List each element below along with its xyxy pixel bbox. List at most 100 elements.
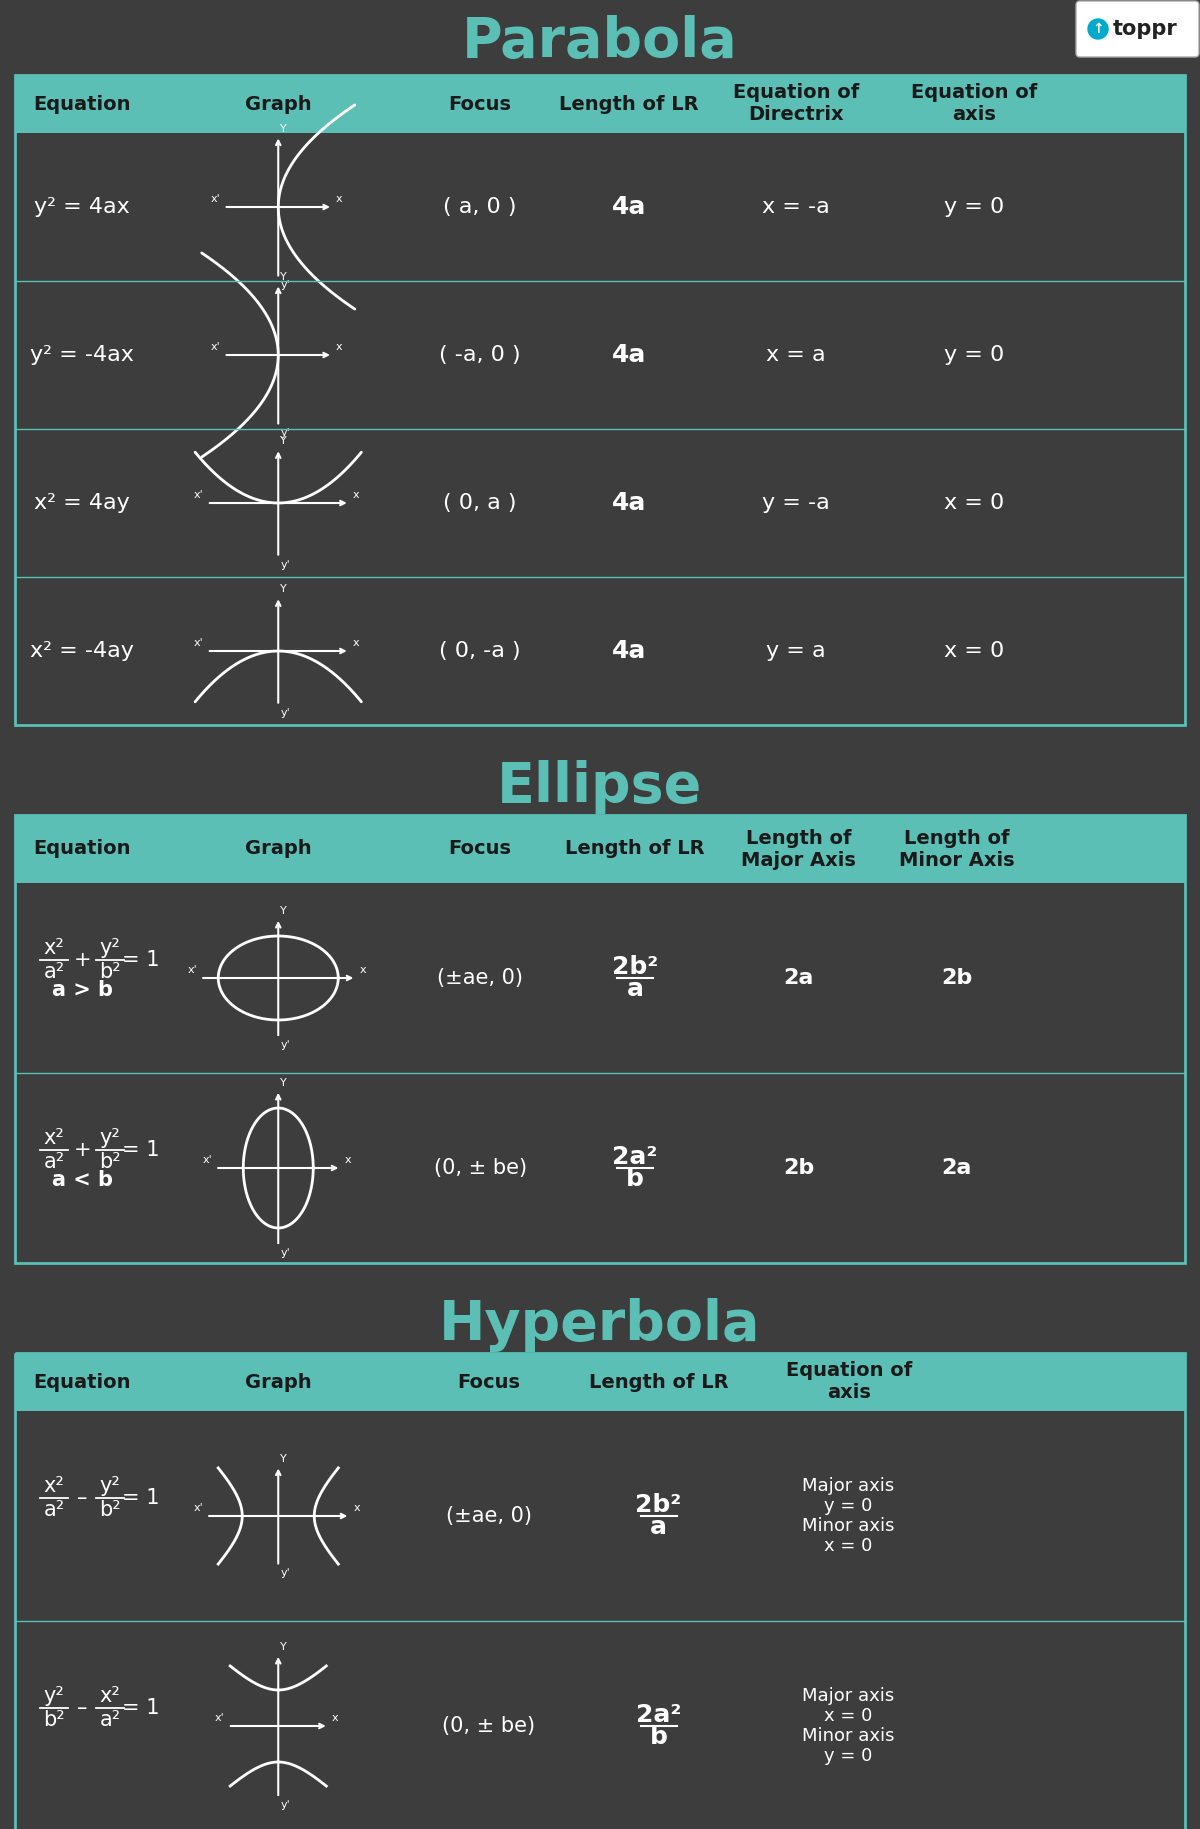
Text: ↑: ↑ bbox=[1092, 22, 1104, 37]
Text: y': y' bbox=[281, 1800, 290, 1811]
Text: b: b bbox=[626, 1167, 644, 1191]
Text: a: a bbox=[650, 1514, 667, 1538]
Bar bbox=[14, 816, 1186, 1264]
Text: Hyperbola: Hyperbola bbox=[439, 1299, 761, 1352]
Text: Major axis: Major axis bbox=[803, 1478, 895, 1494]
Text: 2a²: 2a² bbox=[636, 1703, 682, 1727]
Text: ( a, 0 ): ( a, 0 ) bbox=[443, 198, 517, 218]
Text: x: x bbox=[344, 1154, 350, 1165]
Text: 4a: 4a bbox=[612, 638, 647, 662]
Text: x': x' bbox=[211, 342, 221, 351]
Text: –: – bbox=[77, 1697, 88, 1717]
Text: x² = 4ay: x² = 4ay bbox=[35, 494, 130, 512]
Text: a > b: a > b bbox=[52, 980, 113, 1000]
Bar bbox=[14, 75, 1186, 724]
Text: a²: a² bbox=[43, 962, 65, 982]
Text: x': x' bbox=[187, 966, 197, 975]
Text: 2b: 2b bbox=[941, 968, 972, 988]
Text: Y: Y bbox=[281, 1454, 287, 1463]
Text: = 1: = 1 bbox=[121, 1139, 160, 1160]
Text: x: x bbox=[353, 490, 359, 499]
Text: Major axis: Major axis bbox=[803, 1686, 895, 1705]
Text: x: x bbox=[353, 638, 359, 647]
Text: Length of
Major Axis: Length of Major Axis bbox=[742, 829, 857, 869]
Text: (0, ± be): (0, ± be) bbox=[433, 1158, 527, 1178]
Text: x = 0: x = 0 bbox=[944, 640, 1004, 660]
Text: Length of LR: Length of LR bbox=[559, 95, 700, 113]
Text: b²: b² bbox=[100, 962, 121, 982]
Text: y': y' bbox=[281, 428, 290, 439]
Text: Minor axis: Minor axis bbox=[803, 1516, 895, 1535]
Text: Focus: Focus bbox=[449, 840, 511, 858]
Text: y = -a: y = -a bbox=[762, 494, 830, 512]
Text: x = 0: x = 0 bbox=[824, 1536, 872, 1555]
Text: x = 0: x = 0 bbox=[944, 494, 1004, 512]
Text: x: x bbox=[336, 194, 342, 205]
Text: y': y' bbox=[281, 560, 290, 569]
Text: 4a: 4a bbox=[612, 490, 647, 516]
Text: Length of LR: Length of LR bbox=[589, 1372, 728, 1392]
Text: = 1: = 1 bbox=[121, 1489, 160, 1507]
Text: (±ae, 0): (±ae, 0) bbox=[437, 968, 523, 988]
Text: Equation: Equation bbox=[34, 840, 131, 858]
Text: b²: b² bbox=[100, 1152, 121, 1172]
Text: y': y' bbox=[281, 1569, 290, 1578]
Text: Graph: Graph bbox=[245, 840, 312, 858]
Text: = 1: = 1 bbox=[121, 1697, 160, 1717]
Text: Y: Y bbox=[281, 585, 287, 594]
Text: x': x' bbox=[203, 1154, 212, 1165]
Text: 2b: 2b bbox=[784, 1158, 815, 1178]
Text: y²: y² bbox=[44, 1686, 65, 1706]
Text: Minor axis: Minor axis bbox=[803, 1727, 895, 1745]
Text: y = a: y = a bbox=[766, 640, 826, 660]
Text: y²: y² bbox=[100, 1476, 121, 1496]
Text: ( 0, a ): ( 0, a ) bbox=[443, 494, 517, 512]
Text: Graph: Graph bbox=[245, 1372, 312, 1392]
Text: Equation: Equation bbox=[34, 1372, 131, 1392]
Bar bbox=[14, 75, 1186, 134]
Text: x²: x² bbox=[44, 1476, 65, 1496]
Text: y = 0: y = 0 bbox=[944, 198, 1004, 218]
Text: y = 0: y = 0 bbox=[824, 1496, 872, 1514]
Text: y': y' bbox=[281, 1247, 290, 1258]
Text: y = 0: y = 0 bbox=[824, 1747, 872, 1765]
Text: (0, ± be): (0, ± be) bbox=[443, 1716, 535, 1736]
Text: a < b: a < b bbox=[52, 1171, 113, 1191]
Text: Focus: Focus bbox=[457, 1372, 521, 1392]
Text: Length of LR: Length of LR bbox=[565, 840, 704, 858]
Text: ( 0, -a ): ( 0, -a ) bbox=[439, 640, 521, 660]
Text: y² = -4ax: y² = -4ax bbox=[30, 346, 134, 366]
Text: x²: x² bbox=[44, 938, 65, 958]
Text: Equation: Equation bbox=[34, 95, 131, 113]
Text: Y: Y bbox=[281, 1642, 287, 1652]
Text: x²: x² bbox=[100, 1686, 121, 1706]
Text: Equation of
Directrix: Equation of Directrix bbox=[733, 84, 859, 124]
Text: a²: a² bbox=[43, 1500, 65, 1520]
Text: y': y' bbox=[281, 280, 290, 291]
Text: 4a: 4a bbox=[612, 344, 647, 368]
Bar bbox=[14, 1353, 1186, 1410]
Text: x': x' bbox=[194, 490, 204, 499]
Text: a: a bbox=[626, 977, 643, 1000]
Text: b: b bbox=[649, 1725, 667, 1749]
Bar bbox=[14, 816, 1186, 883]
Text: toppr: toppr bbox=[1112, 18, 1177, 38]
Text: Y: Y bbox=[281, 1077, 287, 1088]
Text: y = 0: y = 0 bbox=[944, 346, 1004, 366]
Text: Ellipse: Ellipse bbox=[497, 761, 703, 814]
Text: x: x bbox=[336, 342, 342, 351]
Text: x': x' bbox=[194, 638, 204, 647]
Text: y² = 4ax: y² = 4ax bbox=[35, 198, 130, 218]
Text: x = a: x = a bbox=[766, 346, 826, 366]
Text: y²: y² bbox=[100, 938, 121, 958]
Text: = 1: = 1 bbox=[121, 949, 160, 969]
Text: a²: a² bbox=[100, 1710, 121, 1730]
Text: a²: a² bbox=[43, 1152, 65, 1172]
Text: Graph: Graph bbox=[245, 95, 312, 113]
Text: Equation of
axis: Equation of axis bbox=[911, 84, 1038, 124]
Text: 2b²: 2b² bbox=[635, 1492, 682, 1516]
Text: y²: y² bbox=[100, 1128, 121, 1149]
Text: b²: b² bbox=[43, 1710, 65, 1730]
Bar bbox=[14, 1353, 1186, 1829]
FancyBboxPatch shape bbox=[1076, 2, 1199, 57]
